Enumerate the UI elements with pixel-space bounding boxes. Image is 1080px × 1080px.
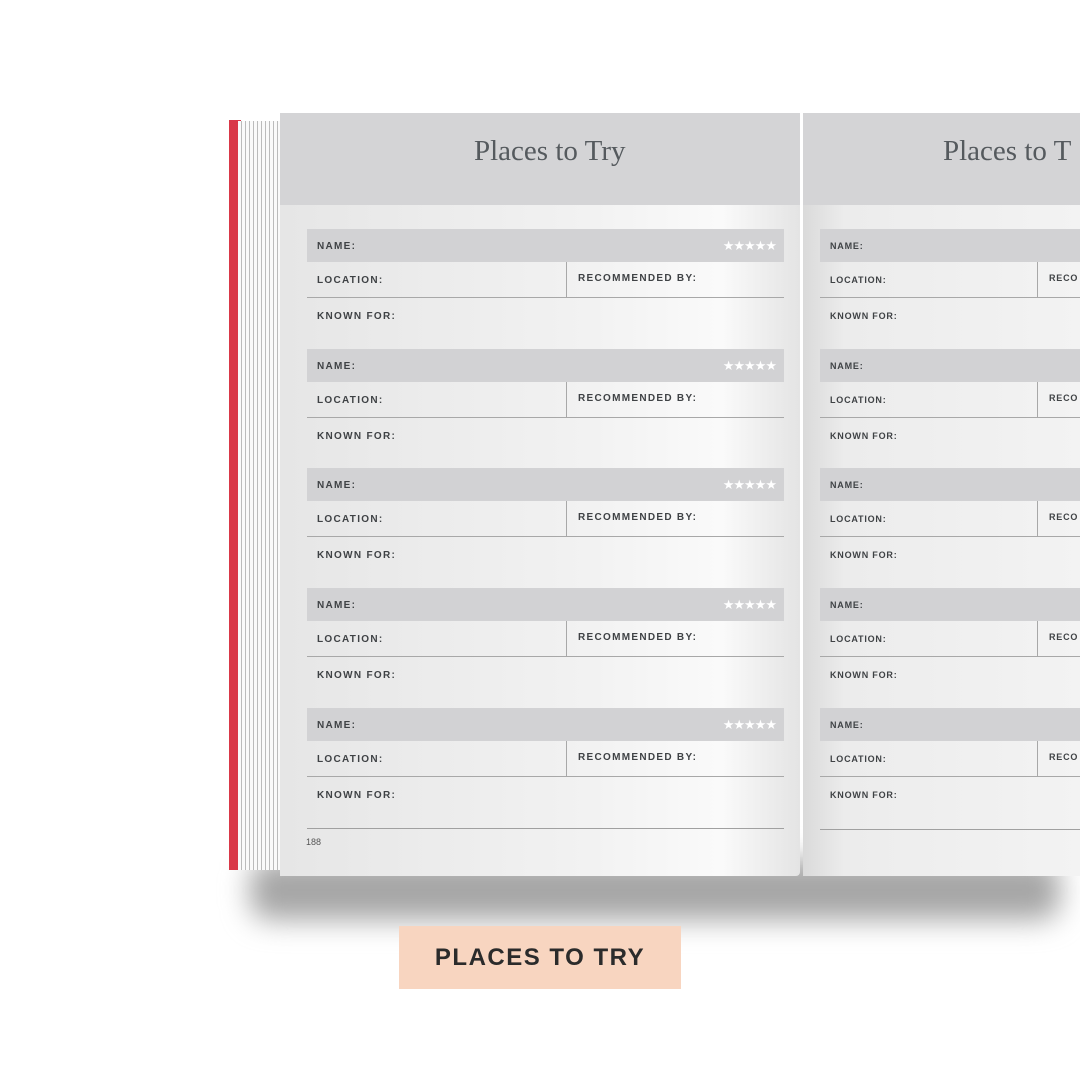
name-bar: NAME: — [820, 468, 1080, 502]
rating-stars-icon[interactable]: ★★★★★ — [722, 357, 777, 373]
location-label: LOCATION: — [317, 753, 384, 765]
known-for-label: KNOWN FOR: — [830, 670, 898, 681]
column-divider — [1037, 262, 1038, 297]
name-label: NAME: — [317, 360, 357, 372]
location-label: LOCATION: — [830, 514, 887, 525]
location-label: LOCATION: — [317, 514, 384, 526]
location-label: LOCATION: — [830, 394, 887, 405]
known-for-label: KNOWN FOR: — [317, 311, 397, 322]
place-entry: NAME: ★★★★★ LOCATION: RECOMMENDED BY: KNOWN … — [307, 229, 784, 334]
page-title: Places to Try — [474, 135, 626, 167]
column-divider — [1037, 381, 1038, 417]
place-entry: NAME: LOCATION: RECO KNOWN FOR: — [820, 707, 1080, 813]
location-row: LOCATION: RECOMMENDED BY: — [307, 262, 784, 298]
page-title: Places to T — [943, 135, 1072, 167]
name-bar: NAME: ★★★★★ — [307, 348, 784, 382]
name-label: NAME: — [830, 719, 864, 730]
name-label: NAME: — [830, 600, 864, 611]
location-label: LOCATION: — [317, 634, 384, 646]
location-row: LOCATION: RECO — [820, 621, 1080, 658]
location-label: LOCATION: — [317, 394, 384, 406]
column-divider — [566, 381, 567, 417]
column-divider — [566, 501, 567, 537]
caption-text: PLACES TO TRY — [434, 943, 646, 971]
recommended-by-label: RECOMMENDED BY: — [578, 273, 698, 284]
name-bar: NAME: ★★★★★ — [307, 468, 784, 502]
location-label: LOCATION: — [317, 275, 384, 286]
name-label: NAME: — [830, 241, 864, 251]
rating-stars-icon[interactable]: ★★★★★ — [722, 238, 777, 253]
name-bar: NAME: — [820, 707, 1080, 741]
caption-label: PLACES TO TRY — [399, 926, 681, 989]
location-row: LOCATION: RECOMMENDED BY: — [307, 621, 784, 658]
name-bar: NAME: ★★★★★ — [307, 588, 784, 622]
known-for-label: KNOWN FOR: — [830, 550, 898, 561]
location-label: LOCATION: — [830, 753, 887, 764]
location-label: LOCATION: — [830, 634, 887, 645]
place-entry: NAME: ★★★★★ LOCATION: RECOMMENDED BY: KNOWN … — [307, 588, 784, 693]
location-row: LOCATION: RECO — [820, 740, 1080, 777]
recommended-by-label: RECOMMENDED BY: — [578, 632, 698, 644]
location-row: LOCATION: RECO — [820, 262, 1080, 298]
column-divider — [1037, 621, 1038, 657]
name-bar: NAME: ★★★★★ — [307, 229, 784, 262]
rating-stars-icon[interactable]: ★★★★★ — [722, 597, 777, 613]
place-entry: NAME: LOCATION: RECO KNOWN FOR: — [820, 348, 1080, 454]
recommended-by-label: RECO — [1049, 751, 1079, 762]
recommended-by-label: RECOMMENDED BY: — [578, 512, 698, 524]
known-for-label: KNOWN FOR: — [317, 789, 397, 801]
column-divider — [1037, 501, 1038, 537]
location-row: LOCATION: RECOMMENDED BY: — [307, 501, 784, 538]
recommended-by-label: RECO — [1049, 273, 1079, 283]
location-row: LOCATION: RECO — [820, 381, 1080, 418]
name-label: NAME: — [317, 600, 357, 612]
name-label: NAME: — [317, 241, 357, 252]
place-entry: NAME: ★★★★★ LOCATION: RECOMMENDED BY: KNOWN … — [307, 348, 784, 454]
bottom-rule — [820, 829, 1080, 830]
place-entry: NAME: LOCATION: RECO KNOWN FOR: — [820, 588, 1080, 693]
place-entry: NAME: LOCATION: RECO KNOWN FOR: — [820, 468, 1080, 573]
name-bar: NAME: — [820, 229, 1080, 262]
name-label: NAME: — [317, 480, 357, 492]
column-divider — [566, 262, 567, 297]
recommended-by-label: RECOMMENDED BY: — [578, 751, 698, 763]
known-for-label: KNOWN FOR: — [317, 430, 397, 442]
location-row: LOCATION: RECOMMENDED BY: — [307, 381, 784, 418]
recommended-by-label: RECO — [1049, 392, 1079, 403]
place-entry: NAME: ★★★★★ LOCATION: RECOMMENDED BY: KNOWN … — [307, 707, 784, 813]
place-entry: NAME: ★★★★★ LOCATION: RECOMMENDED BY: KNOWN … — [307, 468, 784, 573]
recommended-by-label: RECO — [1049, 512, 1079, 523]
rating-stars-icon[interactable]: ★★★★★ — [722, 716, 777, 732]
name-bar: NAME: — [820, 588, 1080, 622]
rating-stars-icon[interactable]: ★★★★★ — [722, 477, 777, 493]
recommended-by-label: RECO — [1049, 632, 1079, 643]
column-divider — [566, 740, 567, 776]
known-for-label: KNOWN FOR: — [830, 311, 898, 321]
name-label: NAME: — [317, 719, 357, 731]
location-row: LOCATION: RECOMMENDED BY: — [307, 740, 784, 777]
known-for-label: KNOWN FOR: — [830, 430, 898, 441]
column-divider — [566, 621, 567, 657]
left-page: Places to Try NAME: ★★★★★ LOCATION: RECOMME… — [280, 113, 800, 876]
name-bar: NAME: ★★★★★ — [307, 707, 784, 741]
name-bar: NAME: — [820, 348, 1080, 382]
known-for-label: KNOWN FOR: — [317, 670, 397, 682]
right-page: Places to T NAME: LOCATION: RECO KNOWN FOR:… — [803, 113, 1080, 876]
name-label: NAME: — [830, 360, 864, 371]
known-for-label: KNOWN FOR: — [830, 789, 898, 800]
page-edges — [238, 121, 282, 870]
column-divider — [1037, 740, 1038, 776]
page-number: 188 — [306, 837, 322, 847]
place-entry: NAME: LOCATION: RECO KNOWN FOR: — [820, 229, 1080, 334]
recommended-by-label: RECOMMENDED BY: — [578, 392, 698, 404]
location-label: LOCATION: — [830, 275, 887, 285]
bottom-rule — [307, 828, 784, 829]
page-header: Places to T — [803, 113, 1080, 205]
page-header: Places to Try — [280, 113, 800, 205]
known-for-label: KNOWN FOR: — [317, 550, 397, 562]
location-row: LOCATION: RECO — [820, 501, 1080, 538]
name-label: NAME: — [830, 480, 864, 491]
